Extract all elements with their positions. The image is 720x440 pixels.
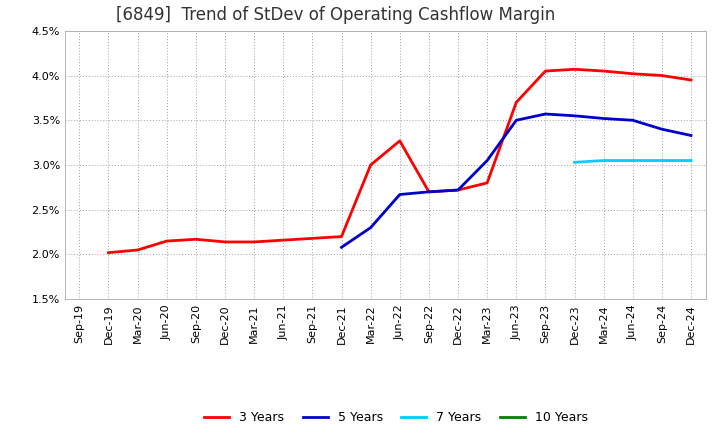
3 Years [570, 66, 579, 72]
7 Years [657, 158, 666, 163]
3 Years [308, 236, 317, 241]
3 Years [599, 68, 608, 73]
5 Years [570, 113, 579, 118]
5 Years [366, 225, 375, 230]
Line: 7 Years: 7 Years [575, 161, 691, 162]
5 Years [512, 117, 521, 123]
Line: 3 Years: 3 Years [109, 69, 691, 253]
3 Years [337, 234, 346, 239]
Legend: 3 Years, 5 Years, 7 Years, 10 Years: 3 Years, 5 Years, 7 Years, 10 Years [199, 407, 593, 429]
5 Years [395, 192, 404, 197]
5 Years [483, 158, 492, 163]
5 Years [425, 189, 433, 194]
3 Years [366, 162, 375, 168]
3 Years [425, 189, 433, 194]
7 Years [570, 160, 579, 165]
3 Years [541, 68, 550, 73]
7 Years [687, 158, 696, 163]
3 Years [687, 77, 696, 83]
7 Years [629, 158, 637, 163]
5 Years [337, 245, 346, 250]
3 Years [483, 180, 492, 186]
3 Years [395, 138, 404, 143]
5 Years [629, 117, 637, 123]
7 Years [599, 158, 608, 163]
5 Years [454, 187, 462, 193]
Text: [6849]  Trend of StDev of Operating Cashflow Margin: [6849] Trend of StDev of Operating Cashf… [116, 6, 555, 24]
3 Years [512, 100, 521, 105]
Line: 5 Years: 5 Years [341, 114, 691, 247]
3 Years [133, 247, 142, 253]
5 Years [687, 133, 696, 138]
5 Years [657, 127, 666, 132]
3 Years [454, 187, 462, 193]
3 Years [104, 250, 113, 255]
5 Years [541, 111, 550, 117]
3 Years [250, 239, 258, 245]
3 Years [279, 238, 287, 243]
3 Years [192, 237, 200, 242]
3 Years [657, 73, 666, 78]
3 Years [220, 239, 229, 245]
5 Years [599, 116, 608, 121]
3 Years [163, 238, 171, 244]
3 Years [629, 71, 637, 77]
